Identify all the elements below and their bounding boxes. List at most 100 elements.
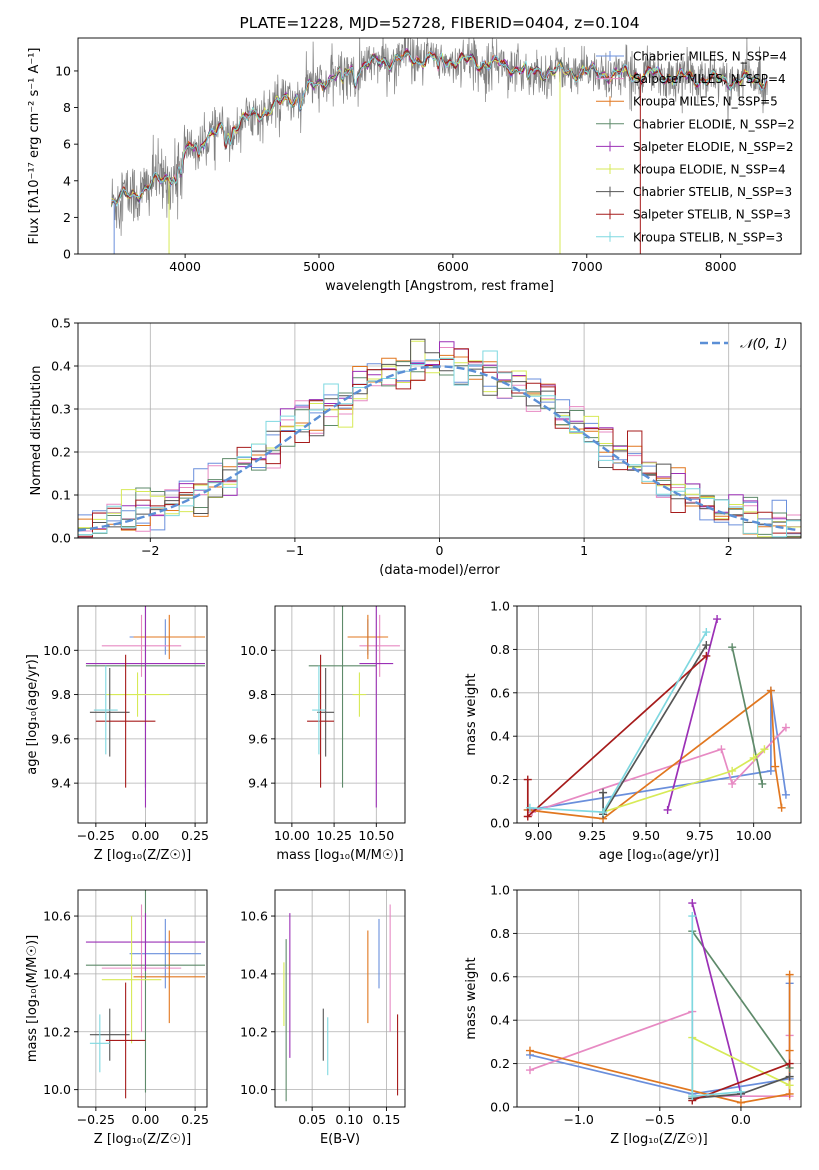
spectrum-panel: 4000 5000 6000 7000 8000 0 2 4 6 8 10 wavelength [A… bbox=[27, 14, 802, 294]
axes-frame bbox=[274, 605, 406, 824]
weight-marker bbox=[785, 1089, 794, 1098]
weight-marker bbox=[717, 745, 726, 754]
weight-marker bbox=[749, 753, 758, 762]
axes-frame bbox=[516, 889, 802, 1108]
weight-series-salpeter-miles bbox=[528, 723, 790, 817]
grid-lines bbox=[275, 890, 405, 1107]
weight-marker bbox=[525, 1066, 534, 1075]
y-tick-label: 0.6 bbox=[490, 969, 510, 984]
weight-marker bbox=[758, 779, 767, 788]
x-tick-label: −2 bbox=[141, 543, 159, 558]
y-tick-label: 1.0 bbox=[490, 883, 510, 898]
x-axis-label: Z [log₁₀(Z/Z☉)] bbox=[610, 1132, 707, 1147]
errorbar-salpeter-elodie bbox=[85, 606, 206, 808]
y-tick-label: 0.0 bbox=[490, 1100, 510, 1115]
x-tick-label: 9.75 bbox=[686, 828, 714, 843]
plot-area bbox=[111, 38, 768, 254]
weight-line bbox=[731, 647, 764, 785]
y-tick-label: 0.2 bbox=[490, 1056, 510, 1071]
y-tick-label: 4 bbox=[63, 173, 71, 188]
legend-label-chabrier-elodie: Chabrier ELODIE, N_SSP=2 bbox=[633, 117, 795, 131]
y-axis-label: mass [log₁₀(M/M☉)] bbox=[25, 935, 40, 1062]
errorbar-salpeter-miles bbox=[359, 614, 400, 677]
x-axis-label: Z [log₁₀(Z/Z☉)] bbox=[94, 1132, 191, 1147]
y-axis-label: mass weight bbox=[464, 673, 479, 755]
y-tick-label: 0.0 bbox=[51, 531, 71, 546]
y-tick-label: 0.0 bbox=[490, 816, 510, 831]
x-tick-label: 0.25 bbox=[181, 828, 209, 843]
weight-marker bbox=[736, 1087, 745, 1096]
errorbar-chabrier-elodie bbox=[308, 606, 377, 788]
x-tick-label: 9.50 bbox=[632, 828, 660, 843]
y-tick-label: 9.8 bbox=[51, 687, 71, 702]
weight-marker bbox=[663, 805, 672, 814]
weight-line bbox=[527, 690, 787, 811]
x-tick-label: −1.0 bbox=[563, 1112, 593, 1127]
weight-marker bbox=[728, 643, 737, 652]
weight-marker bbox=[728, 779, 737, 788]
x-tick-label: 0.10 bbox=[335, 1112, 363, 1127]
axes-frame bbox=[516, 605, 802, 824]
y-tick-label: 10.4 bbox=[43, 966, 71, 981]
y-tick-label: 0.2 bbox=[490, 772, 510, 787]
x-axis-label: age [log₁₀(age/yr)] bbox=[599, 848, 720, 863]
residual-legend: 𝒩(0, 1) bbox=[700, 337, 787, 352]
x-tick-label: −1 bbox=[286, 543, 304, 558]
x-tick-label: 9.00 bbox=[525, 828, 553, 843]
age-vs-metallicity-panel: −0.25 0.00 0.25 9.4 9.6 9.8 10.0 Z [log₁₀(Z/Z☉)… bbox=[25, 605, 209, 863]
x-tick-label: 10.50 bbox=[358, 828, 394, 843]
axes-frame bbox=[77, 605, 208, 824]
weight-marker bbox=[702, 651, 711, 660]
weight-series-salpeter-elodie bbox=[663, 615, 722, 814]
plot-area bbox=[85, 606, 206, 808]
x-tick-label: −0.5 bbox=[645, 1112, 675, 1127]
weight-marker bbox=[688, 912, 697, 921]
y-tick-label: 10.2 bbox=[43, 1024, 71, 1039]
weight-line bbox=[602, 748, 765, 813]
y-tick-label: 0.2 bbox=[51, 445, 71, 460]
weight-series-salpeter-stelib bbox=[523, 651, 711, 821]
weight-marker bbox=[781, 723, 790, 732]
weight-marker bbox=[525, 1046, 534, 1055]
y-tick-label: 10.6 bbox=[43, 909, 71, 924]
weight-line bbox=[666, 618, 718, 811]
x-tick-label: 1 bbox=[580, 543, 588, 558]
model-line-kroupa-stelib bbox=[111, 51, 768, 208]
y-tick-label: 0.4 bbox=[490, 1013, 510, 1028]
weight-line bbox=[691, 902, 742, 1095]
y-tick-label: 8 bbox=[63, 100, 71, 115]
y-axis-label: mass weight bbox=[464, 957, 479, 1039]
legend-label-salpeter-miles: Salpeter MILES, N_SSP=4 bbox=[633, 72, 786, 86]
y-axis-label: Normed distribution bbox=[29, 366, 44, 496]
errorbar-kroupa-elodie bbox=[105, 672, 170, 717]
weight-marker bbox=[777, 803, 786, 812]
x-tick-label: 8000 bbox=[705, 259, 737, 274]
x-tick-label: 0.15 bbox=[373, 1112, 401, 1127]
weight-marker bbox=[785, 970, 794, 979]
x-axis-label: Z [log₁₀(Z/Z☉)] bbox=[94, 848, 191, 863]
errorbar-salpeter-miles bbox=[101, 614, 182, 677]
y-tick-label: 9.8 bbox=[248, 687, 268, 702]
y-tick-label: 10.0 bbox=[43, 1082, 71, 1097]
y-tick-label: 0.5 bbox=[51, 316, 71, 331]
legend-label-salpeter-elodie: Salpeter ELODIE, N_SSP=2 bbox=[633, 140, 794, 154]
legend-label-kroupa-stelib: Kroupa STELIB, N_SSP=3 bbox=[633, 230, 783, 244]
y-tick-label: 10.4 bbox=[240, 966, 268, 981]
weight-vs-metallicity-panel: −1.0 −0.5 0.0 0.0 0.2 0.4 0.6 0.8 1.0 Z [log₁₀(Z/… bbox=[464, 883, 802, 1147]
weight-marker bbox=[688, 899, 697, 908]
weight-line bbox=[527, 688, 783, 820]
x-tick-label: 6000 bbox=[437, 259, 469, 274]
legend-label-kroupa-miles: Kroupa MILES, N_SSP=5 bbox=[633, 95, 778, 109]
y-tick-label: 0.6 bbox=[490, 685, 510, 700]
x-axis-label: mass [log₁₀(M/M☉)] bbox=[276, 848, 403, 863]
histogram-kroupa-stelib bbox=[78, 350, 801, 538]
plot-area bbox=[283, 904, 399, 1102]
y-tick-label: 9.4 bbox=[248, 776, 268, 791]
errorbar-kroupa-miles bbox=[133, 614, 206, 660]
errorbar-chabrier-stelib bbox=[317, 668, 335, 757]
weight-marker bbox=[702, 641, 711, 650]
histogram-chabrier-stelib bbox=[78, 338, 801, 538]
weight-marker bbox=[525, 803, 534, 812]
errorbar-kroupa-elodie bbox=[352, 672, 367, 717]
